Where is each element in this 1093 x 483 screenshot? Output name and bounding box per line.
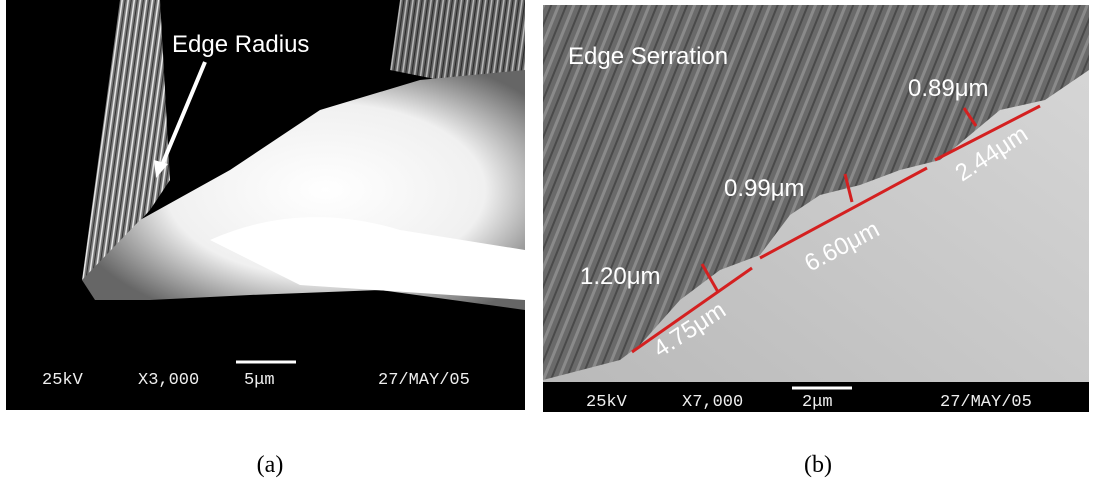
measurement: 1.20μm (580, 263, 661, 290)
voltage: 25kV (586, 393, 628, 412)
voltage: 25kV (42, 371, 84, 390)
magnification: X3,000 (138, 371, 199, 390)
caption: (b) (804, 452, 832, 478)
measurement: 0.99μm (724, 175, 805, 202)
date: 27/MAY/05 (378, 371, 470, 390)
panel-a: Edge Radius 25kV X3,000 5μm 27/MAY/05 (6, 0, 525, 410)
annotation: Edge Radius (172, 31, 309, 58)
date: 27/MAY/05 (940, 393, 1032, 412)
figure: Edge Radius 25kV X3,000 5μm 27/MAY/05 Ed… (0, 0, 1093, 483)
measurement: 0.89μm (908, 75, 989, 102)
caption: (a) (257, 452, 284, 478)
annotation: Edge Serration (568, 43, 728, 70)
panel-b: Edge Serration 0.89μm 2.44μm 0.99μm 6.60… (543, 5, 1089, 412)
magnification: X7,000 (682, 393, 743, 412)
scale: 2μm (802, 393, 833, 412)
scale: 5μm (244, 371, 275, 390)
